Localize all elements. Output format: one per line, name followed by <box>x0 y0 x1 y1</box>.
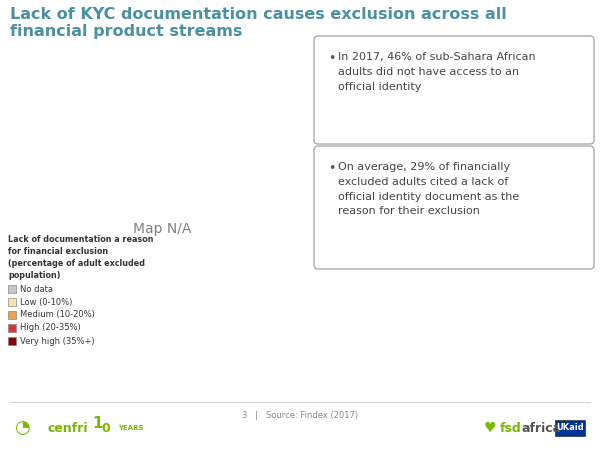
Text: No data: No data <box>20 284 53 293</box>
Bar <box>8 285 16 293</box>
Text: •: • <box>328 52 335 65</box>
FancyBboxPatch shape <box>314 146 594 269</box>
Text: YEARS: YEARS <box>118 425 143 431</box>
Text: In 2017, 46% of sub-Sahara African
adults did not have access to an
official ide: In 2017, 46% of sub-Sahara African adult… <box>338 52 536 92</box>
Text: Map N/A: Map N/A <box>133 222 191 237</box>
Text: Medium (10-20%): Medium (10-20%) <box>20 310 95 320</box>
Text: ◔: ◔ <box>14 419 30 437</box>
Bar <box>8 311 16 319</box>
Text: High (20-35%): High (20-35%) <box>20 324 81 333</box>
Bar <box>555 420 585 436</box>
Text: •: • <box>328 162 335 175</box>
Bar <box>8 324 16 332</box>
Text: UKaid: UKaid <box>556 423 584 432</box>
Bar <box>8 337 16 345</box>
Text: Lack of documentation a reason
for financial exclusion
(percentage of adult excl: Lack of documentation a reason for finan… <box>8 235 154 280</box>
Text: africa: africa <box>522 422 562 435</box>
Text: 3   |   Source: Findex (2017): 3 | Source: Findex (2017) <box>242 410 358 419</box>
Text: financial product streams: financial product streams <box>10 24 242 39</box>
Bar <box>8 298 16 306</box>
Text: fsd: fsd <box>500 422 522 435</box>
Text: Low (0-10%): Low (0-10%) <box>20 297 73 306</box>
FancyBboxPatch shape <box>314 36 594 144</box>
Text: 1: 1 <box>93 417 103 432</box>
Text: Very high (35%+): Very high (35%+) <box>20 337 95 346</box>
Text: 0: 0 <box>101 422 110 435</box>
Text: ♥: ♥ <box>484 421 496 435</box>
Text: cenfri: cenfri <box>48 422 89 435</box>
Text: On average, 29% of financially
excluded adults cited a lack of
official identity: On average, 29% of financially excluded … <box>338 162 519 216</box>
Text: Lack of KYC documentation causes exclusion across all: Lack of KYC documentation causes exclusi… <box>10 7 507 22</box>
